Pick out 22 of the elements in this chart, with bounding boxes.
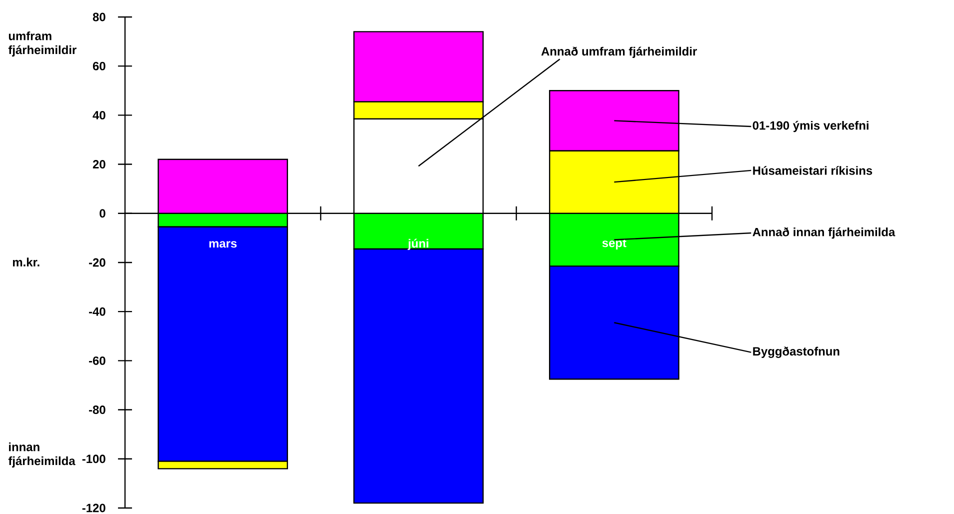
y-tick-label: -120 xyxy=(82,504,106,512)
y-tick-label: -80 xyxy=(89,406,106,414)
y-axis-title: m.kr. xyxy=(12,258,40,266)
text: Annað innan fjárheimilda xyxy=(752,227,896,239)
text: Húsameistari ríkisins xyxy=(753,166,872,175)
x-tick-label: júni xyxy=(408,238,428,250)
y-tick-label: 0 xyxy=(100,209,106,218)
text: umfram fjárheimildir xyxy=(8,31,76,57)
y-tick-label: 80 xyxy=(92,12,106,22)
text: Annað umfram fjárheimildir xyxy=(541,46,697,58)
y-tick-label: -40 xyxy=(89,307,106,316)
x-tick-label: mars xyxy=(209,241,237,248)
text: innan fjárheimilda xyxy=(8,442,76,468)
y-tick-label: -100 xyxy=(82,454,106,464)
x-tick-label: sept xyxy=(602,239,626,250)
text: Byggðastofnun xyxy=(753,346,840,358)
y-tick-label: 60 xyxy=(92,62,106,70)
y-tick-label: 40 xyxy=(92,110,106,120)
text: 01-190 ýmis verkefni xyxy=(752,120,868,132)
y-tick-label: -60 xyxy=(89,356,106,365)
y-tick-label: 20 xyxy=(92,160,106,169)
y-tick-label: -20 xyxy=(89,258,106,267)
